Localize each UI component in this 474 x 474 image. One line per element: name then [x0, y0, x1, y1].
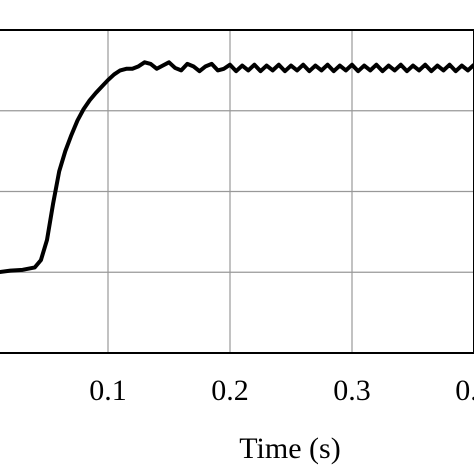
plot-frame: [0, 29, 474, 354]
data-line: [0, 60, 474, 275]
x-tick-label: 0.3: [333, 374, 371, 407]
x-axis-label: Time (s): [239, 432, 340, 465]
x-tick-label: 0.2: [211, 374, 249, 407]
x-tick-label: 0.4: [455, 374, 474, 407]
x-tick-label: 0.1: [89, 374, 127, 407]
